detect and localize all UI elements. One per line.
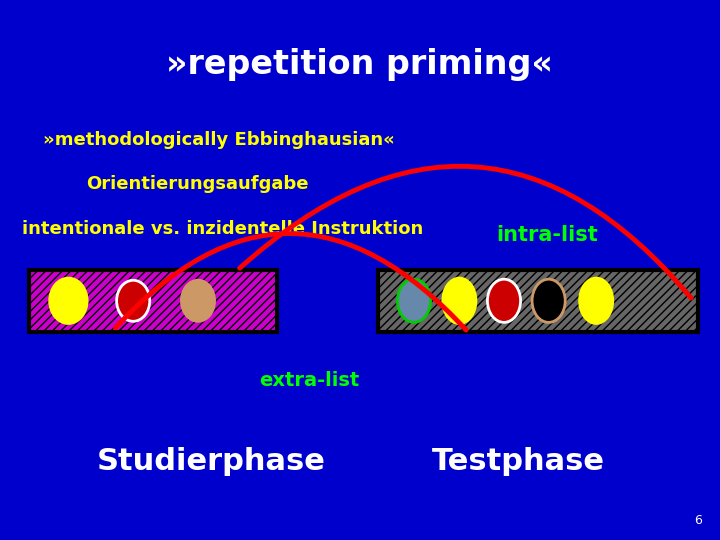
Text: 6: 6: [694, 514, 702, 526]
Ellipse shape: [397, 279, 431, 322]
Bar: [29, 270, 277, 332]
FancyArrowPatch shape: [116, 233, 466, 330]
Text: extra-list: extra-list: [259, 371, 360, 390]
Text: Testphase: Testphase: [432, 447, 605, 476]
Ellipse shape: [181, 280, 215, 321]
FancyArrowPatch shape: [240, 166, 691, 298]
Ellipse shape: [443, 278, 476, 323]
Text: intra-list: intra-list: [496, 225, 598, 245]
Bar: [378, 270, 698, 332]
Bar: [29, 270, 277, 332]
Text: Studierphase: Studierphase: [97, 447, 326, 476]
Ellipse shape: [117, 280, 150, 321]
Text: intentionale vs. inzidentelle Instruktion: intentionale vs. inzidentelle Instruktio…: [22, 220, 423, 239]
Text: »repetition priming«: »repetition priming«: [166, 48, 554, 82]
Text: »methodologically Ebbinghausian«: »methodologically Ebbinghausian«: [43, 131, 395, 150]
Bar: [378, 270, 698, 332]
Text: Orientierungsaufgabe: Orientierungsaufgabe: [86, 174, 309, 193]
Ellipse shape: [532, 279, 565, 322]
Ellipse shape: [487, 279, 521, 322]
Ellipse shape: [580, 278, 613, 323]
Ellipse shape: [50, 278, 87, 323]
